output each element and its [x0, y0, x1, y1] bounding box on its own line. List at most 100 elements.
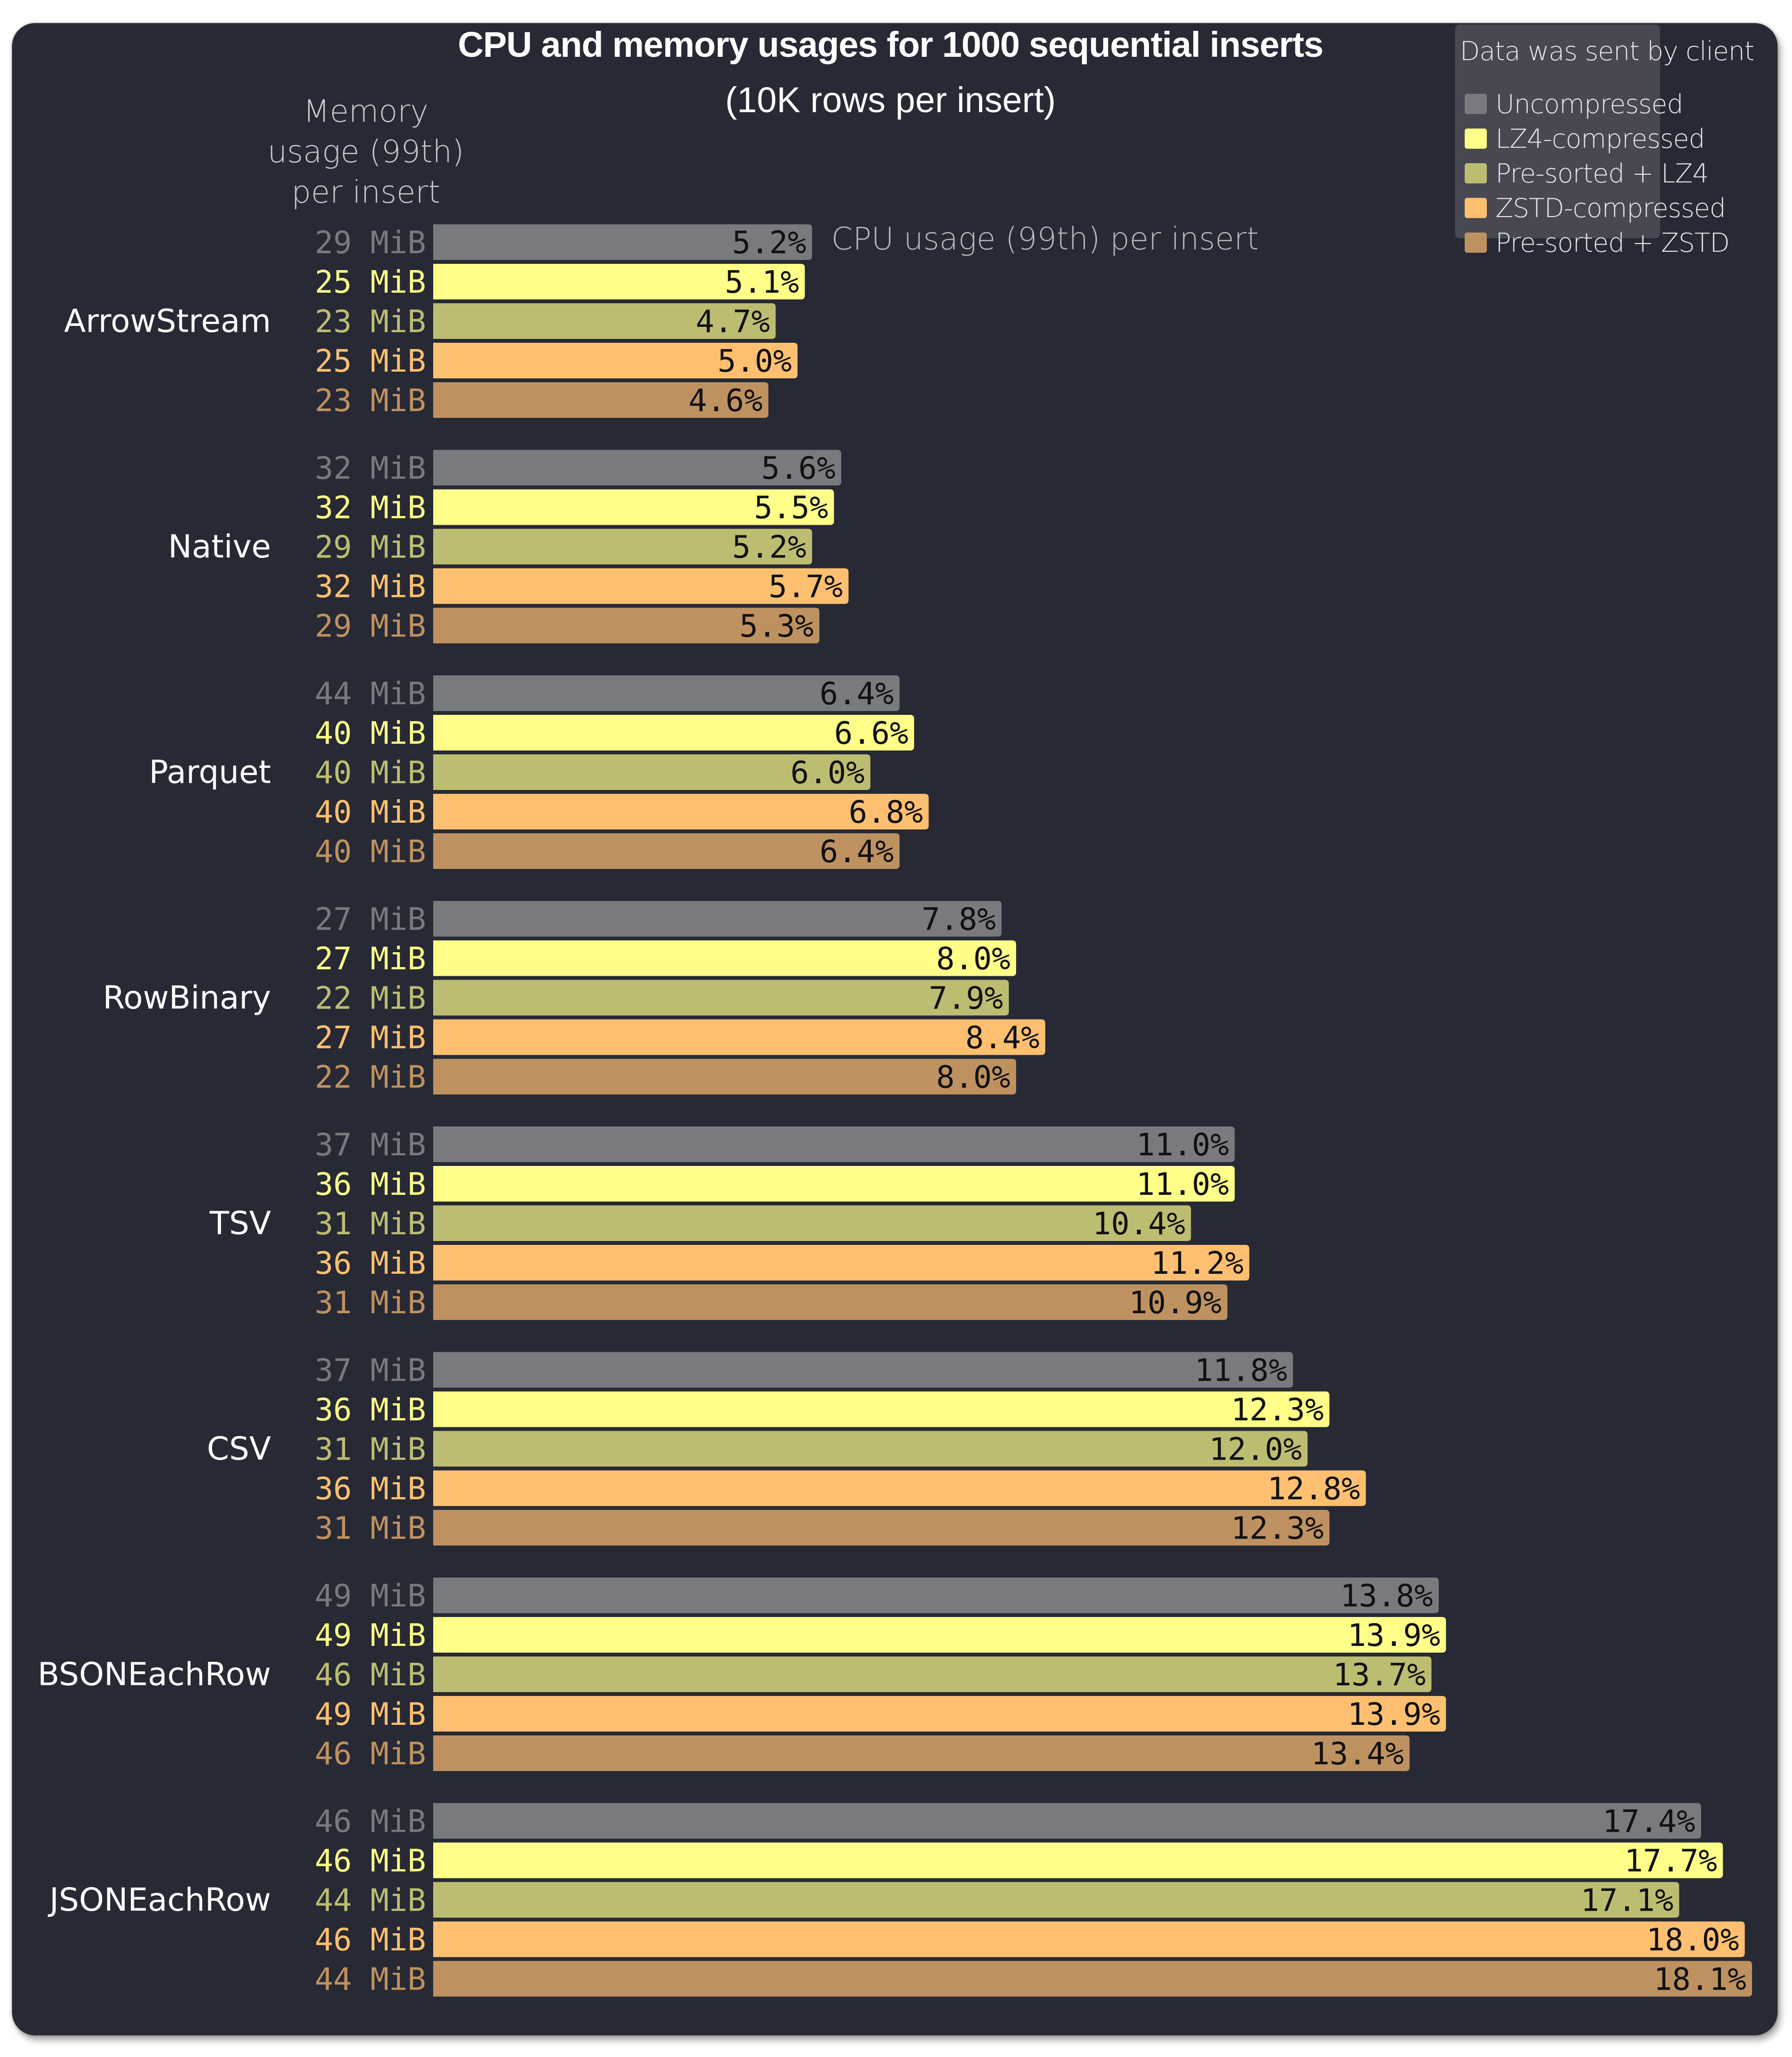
bar-value-label: 11.2%	[1151, 1246, 1244, 1281]
bar-value-label: 11.0%	[1136, 1167, 1229, 1203]
legend-item-lz4-compressed[interactable]: LZ4-compressed	[1465, 124, 1705, 154]
memory-label: 37 MiB	[315, 1127, 426, 1163]
bar	[433, 794, 929, 829]
bar-value-label: 5.1%	[725, 265, 799, 300]
bar	[433, 1245, 1250, 1281]
bar	[433, 675, 900, 711]
bar-group: RowBinary 7.8% 27 MiB 8.0% 27 MiB 7.9% 22 MiB 8…	[103, 901, 1045, 1096]
legend-item-zstd-compressed[interactable]: ZSTD-compressed	[1465, 193, 1726, 223]
bar	[433, 1205, 1191, 1241]
bar	[433, 1470, 1366, 1506]
bar-value-label: 12.3%	[1231, 1511, 1324, 1547]
bar-value-label: 5.2%	[732, 530, 806, 566]
legend-item-uncompressed[interactable]: Uncompressed	[1465, 89, 1683, 119]
bar	[433, 529, 812, 565]
bar	[433, 1803, 1702, 1839]
memory-label: 29 MiB	[315, 609, 426, 645]
bar-value-label: 10.4%	[1093, 1206, 1186, 1242]
legend-swatch	[1465, 94, 1487, 114]
bar	[433, 1431, 1308, 1467]
memory-label: 49 MiB	[315, 1697, 426, 1733]
memory-label: 36 MiB	[315, 1393, 426, 1428]
bar	[433, 608, 820, 644]
memory-label: 46 MiB	[315, 1657, 426, 1693]
bar-value-label: 12.0%	[1209, 1432, 1302, 1468]
bar-value-label: 4.7%	[696, 304, 770, 340]
bar	[433, 224, 812, 260]
bar	[433, 1019, 1045, 1055]
bar-value-label: 13.9%	[1348, 1697, 1441, 1733]
bar-value-label: 17.4%	[1602, 1804, 1695, 1840]
bar	[433, 980, 1009, 1016]
bar-value-label: 13.9%	[1348, 1618, 1441, 1654]
memory-label: 31 MiB	[315, 1285, 426, 1321]
bar-value-label: 5.7%	[769, 569, 843, 605]
memory-label: 46 MiB	[315, 1923, 426, 1958]
memory-label: 46 MiB	[315, 1844, 426, 1879]
legend-item-presorted-zstd[interactable]: Pre-sorted + ZSTD	[1465, 228, 1730, 258]
bar-value-label: 5.0%	[718, 344, 792, 379]
memory-label: 23 MiB	[315, 304, 426, 340]
memory-label: 31 MiB	[315, 1432, 426, 1468]
bar	[433, 343, 798, 378]
bar-value-label: 6.8%	[849, 795, 923, 830]
memory-label: 40 MiB	[315, 755, 426, 791]
bar	[433, 1391, 1329, 1427]
bar-value-label: 13.7%	[1333, 1657, 1426, 1693]
bar	[433, 1352, 1293, 1388]
memory-label: 32 MiB	[315, 569, 426, 605]
bar	[433, 489, 834, 525]
bar-group: Parquet 6.4% 44 MiB 6.6% 40 MiB 6.0% 40 MiB 6.8…	[149, 675, 929, 870]
bar-group: CSV 11.8% 37 MiB 12.3% 36 MiB 12.0% 31 MiB 12.8…	[207, 1352, 1366, 1547]
bar-group: JSONEachRow 17.4% 46 MiB 17.7% 46 MiB 17.1% 44…	[48, 1803, 1752, 1998]
memory-label: 40 MiB	[315, 716, 426, 751]
bar	[433, 382, 769, 418]
bar	[433, 1126, 1235, 1162]
memory-label: 46 MiB	[315, 1804, 426, 1840]
memory-label: 32 MiB	[315, 491, 426, 526]
bar	[433, 715, 915, 750]
bar	[433, 940, 1017, 976]
legend-swatch	[1465, 163, 1487, 183]
memory-label: 49 MiB	[315, 1578, 426, 1614]
memory-axis-header: Memory usage (99th) per insert	[231, 91, 501, 213]
memory-label: 29 MiB	[315, 530, 426, 566]
bar	[433, 1961, 1752, 1997]
legend-label: Uncompressed	[1495, 89, 1683, 119]
bar-value-label: 13.8%	[1340, 1578, 1433, 1614]
bar-value-label: 7.8%	[922, 902, 996, 938]
legend: Data was sent by client Uncompressed LZ4…	[1455, 25, 1754, 258]
bar-value-label: 13.4%	[1311, 1736, 1404, 1772]
memory-label: 27 MiB	[315, 902, 426, 938]
memory-header-line: per insert	[291, 175, 440, 210]
memory-label: 32 MiB	[315, 451, 426, 487]
bar-value-label: 6.0%	[790, 755, 864, 791]
bar	[433, 264, 805, 299]
memory-label: 36 MiB	[315, 1472, 426, 1507]
memory-label: 49 MiB	[315, 1618, 426, 1654]
bar	[433, 1696, 1446, 1732]
bar-group: BSONEachRow 13.8% 49 MiB 13.9% 49 MiB 13.7% 46…	[38, 1578, 1446, 1772]
memory-label: 46 MiB	[315, 1736, 426, 1772]
legend-item-presorted-lz4[interactable]: Pre-sorted + LZ4	[1465, 158, 1709, 189]
bar-value-label: 8.0%	[936, 942, 1010, 977]
category-label: Native	[168, 528, 271, 565]
bar-value-label: 11.0%	[1136, 1127, 1229, 1163]
memory-label: 36 MiB	[315, 1167, 426, 1203]
bar	[433, 1166, 1235, 1202]
category-label: ArrowStream	[64, 303, 271, 340]
bar-value-label: 11.8%	[1195, 1353, 1288, 1389]
memory-label: 29 MiB	[315, 225, 426, 261]
bar	[433, 1842, 1723, 1878]
category-label: CSV	[207, 1430, 271, 1467]
bar	[433, 833, 900, 869]
memory-label: 40 MiB	[315, 834, 426, 870]
legend-swatch	[1465, 198, 1487, 218]
bar	[433, 1617, 1446, 1653]
memory-label: 25 MiB	[315, 344, 426, 379]
bar-value-label: 10.9%	[1129, 1285, 1222, 1321]
memory-label: 44 MiB	[315, 1883, 426, 1919]
bar-value-label: 17.7%	[1624, 1844, 1717, 1879]
legend-swatch	[1465, 129, 1487, 149]
